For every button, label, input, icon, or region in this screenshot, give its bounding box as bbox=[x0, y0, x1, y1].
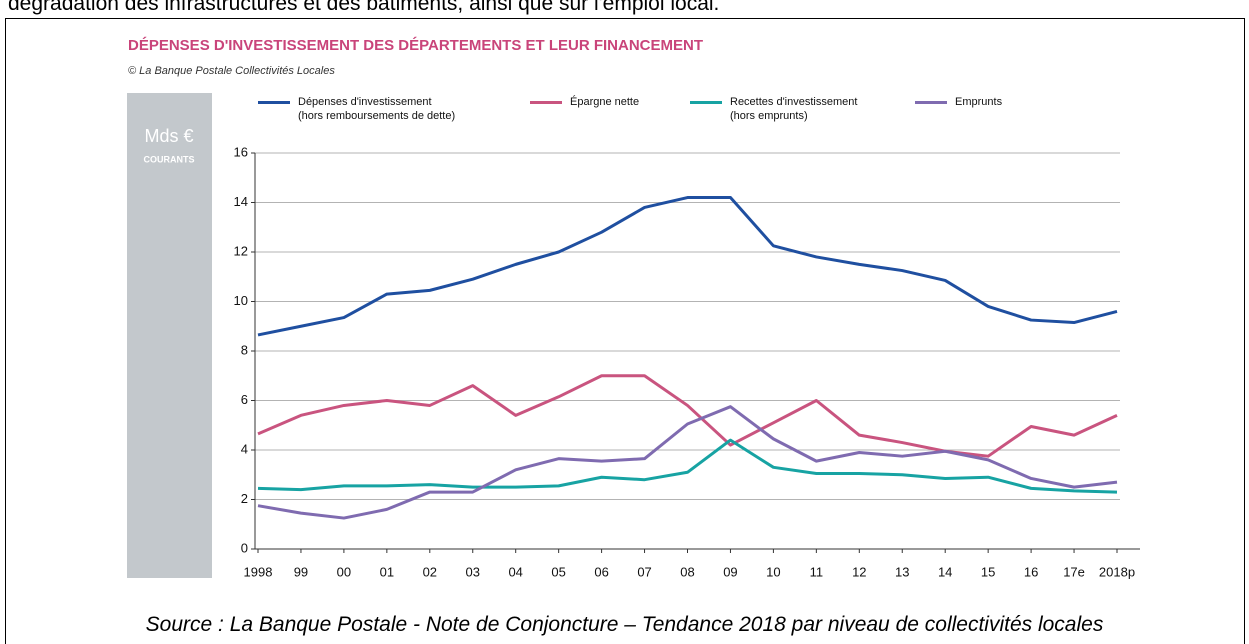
x-tick-label: 09 bbox=[723, 564, 737, 579]
x-tick-label: 05 bbox=[551, 564, 565, 579]
y-tick-label: 10 bbox=[234, 293, 248, 308]
x-tick-label: 1998 bbox=[244, 564, 273, 579]
y-tick-label: 2 bbox=[241, 491, 248, 506]
x-tick-label: 01 bbox=[380, 564, 394, 579]
frame bbox=[5, 18, 1245, 644]
y-tick-label: 14 bbox=[234, 194, 248, 209]
body-text: dégradation des infrastructures et des b… bbox=[8, 0, 720, 15]
y-tick-label: 6 bbox=[241, 392, 248, 407]
x-tick-label: 16 bbox=[1024, 564, 1038, 579]
x-tick-label: 03 bbox=[466, 564, 480, 579]
x-tick-label: 06 bbox=[594, 564, 608, 579]
x-tick-label: 12 bbox=[852, 564, 866, 579]
x-tick-label: 14 bbox=[938, 564, 952, 579]
y-tick-label: 8 bbox=[241, 342, 248, 357]
legend-label: Dépenses d'investissement (hors rembours… bbox=[298, 96, 456, 122]
chart-title: DÉPENSES D'INVESTISSEMENT DES DÉPARTEMEN… bbox=[128, 37, 703, 54]
series-line bbox=[257, 438, 1118, 494]
legend-swatch bbox=[690, 101, 722, 104]
y-tick-label: 12 bbox=[234, 243, 248, 258]
series-line bbox=[257, 196, 1118, 337]
x-tick-label: 00 bbox=[337, 564, 351, 579]
x-tick-label: 10 bbox=[766, 564, 780, 579]
x-tick-label: 11 bbox=[810, 564, 824, 579]
series-line bbox=[257, 374, 1118, 458]
legend-swatch bbox=[258, 101, 290, 104]
chart-subtitle: © La Banque Postale Collectivités Locale… bbox=[128, 65, 335, 77]
legend-swatch bbox=[530, 101, 562, 104]
legend-label: Recettes d'investissement (hors emprunts… bbox=[730, 96, 858, 122]
legend-label: Épargne nette bbox=[570, 96, 640, 108]
caption: Source : La Banque Postale - Note de Con… bbox=[145, 613, 1104, 636]
series-line bbox=[257, 405, 1118, 520]
unit-label: Mds € bbox=[144, 126, 193, 146]
x-tick-label: 17e bbox=[1063, 564, 1085, 579]
y-tick-label: 0 bbox=[241, 540, 248, 555]
x-tick-label: 2018p bbox=[1099, 564, 1135, 579]
x-tick-label: 13 bbox=[895, 564, 909, 579]
x-tick-label: 02 bbox=[423, 564, 437, 579]
y-tick-label: 4 bbox=[241, 441, 248, 456]
x-tick-label: 99 bbox=[294, 564, 308, 579]
legend-swatch bbox=[915, 101, 947, 104]
x-tick-label: 07 bbox=[637, 564, 651, 579]
unit-panel bbox=[127, 93, 212, 578]
x-tick-label: 04 bbox=[508, 564, 522, 579]
unit-note: COURANTS bbox=[144, 154, 195, 164]
x-tick-label: 08 bbox=[680, 564, 694, 579]
y-tick-label: 16 bbox=[234, 144, 248, 159]
x-tick-label: 15 bbox=[981, 564, 995, 579]
legend-label: Emprunts bbox=[955, 96, 1003, 108]
